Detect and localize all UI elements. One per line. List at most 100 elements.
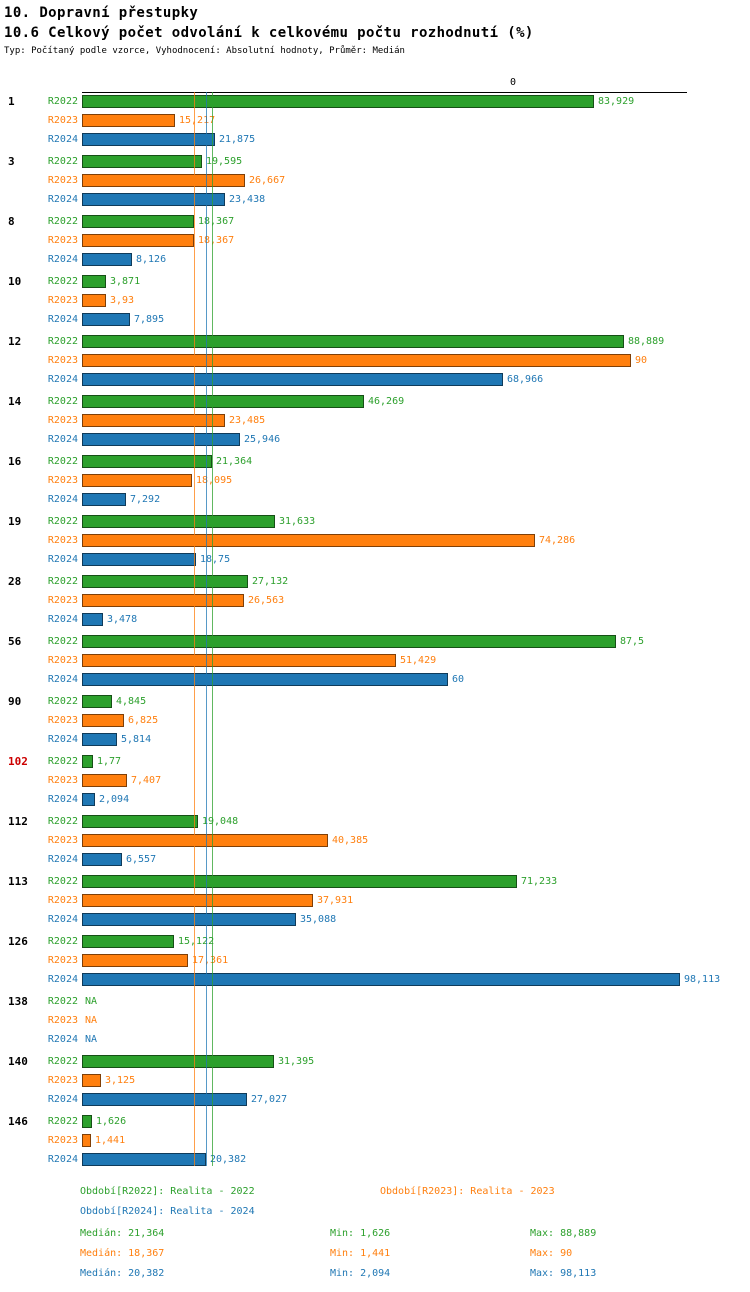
series-label-r2024: R2024 [47,314,78,325]
series-label-r2023: R2023 [47,1075,78,1086]
category-label-138: 138 [8,995,28,1008]
bar-r2024-cat-126 [82,973,680,986]
bar-r2024-cat-113 [82,913,296,926]
bar-r2023-cat-1 [82,114,175,127]
value-label-r2023-cat-56: 51,429 [400,655,437,666]
bar-r2023-cat-10 [82,294,106,307]
bar-r2023-cat-12 [82,354,631,367]
series-label-r2024: R2024 [47,134,78,145]
bar-r2022-cat-8 [82,215,194,228]
value-label-r2023-cat-138: NA [85,1015,98,1026]
chart-title: 10.6 Celkový počet odvolání k celkovému … [4,25,534,41]
bar-r2023-cat-3 [82,174,245,187]
bar-r2024-cat-1 [82,133,215,146]
series-label-r2024: R2024 [47,434,78,445]
value-label-r2022-cat-3: 19,595 [206,156,243,167]
bar-r2022-cat-112 [82,815,198,828]
series-label-r2023: R2023 [47,535,78,546]
bar-r2023-cat-126 [82,954,188,967]
bar-r2023-cat-113 [82,894,313,907]
category-label-14: 14 [8,395,22,408]
report-title: 10. Dopravní přestupky [4,5,199,21]
value-label-r2023-cat-14: 23,485 [229,415,266,426]
series-label-r2023: R2023 [47,895,78,906]
bar-r2022-cat-3 [82,155,202,168]
series-label-r2023: R2023 [47,1135,78,1146]
value-label-r2022-cat-19: 31,633 [279,516,316,527]
series-label-r2024: R2024 [47,1034,78,1045]
value-label-r2023-cat-126: 17,361 [192,955,229,966]
series-label-r2024: R2024 [47,194,78,205]
series-label-r2024: R2024 [47,974,78,985]
bar-r2022-cat-113 [82,875,517,888]
value-label-r2024-cat-146: 20,382 [210,1154,247,1165]
value-label-r2023-cat-8: 18,367 [198,235,235,246]
value-label-r2022-cat-16: 21,364 [216,456,253,467]
category-label-28: 28 [8,575,22,588]
series-label-r2024: R2024 [47,494,78,505]
stat-max-r2024: Max: 98,113 [530,1268,597,1279]
series-label-r2022: R2022 [47,696,78,707]
stat-min-r2023: Min: 1,441 [330,1248,391,1259]
series-label-r2023: R2023 [47,355,78,366]
category-label-56: 56 [8,635,22,648]
bar-r2022-cat-14 [82,395,364,408]
value-label-r2023-cat-112: 40,385 [332,835,369,846]
median-line-r2022 [212,92,213,1166]
bar-r2023-cat-16 [82,474,192,487]
category-label-12: 12 [8,335,22,348]
value-label-r2022-cat-12: 88,889 [628,336,665,347]
value-label-r2024-cat-112: 6,557 [126,854,157,865]
value-label-r2024-cat-56: 60 [452,674,465,685]
value-label-r2024-cat-14: 25,946 [244,434,281,445]
series-label-r2022: R2022 [47,216,78,227]
value-label-r2022-cat-28: 27,132 [252,576,289,587]
value-label-r2023-cat-1: 15,217 [179,115,216,126]
value-label-r2023-cat-90: 6,825 [128,715,159,726]
value-label-r2024-cat-90: 5,814 [121,734,152,745]
series-label-r2024: R2024 [47,1094,78,1105]
series-label-r2022: R2022 [47,516,78,527]
stat-max-r2022: Max: 88,889 [530,1228,597,1239]
series-label-r2023: R2023 [47,955,78,966]
value-label-r2024-cat-140: 27,027 [251,1094,288,1105]
value-label-r2024-cat-1: 21,875 [219,134,256,145]
stat-median-r2023: Medián: 18,367 [80,1248,165,1259]
bar-r2024-cat-10 [82,313,130,326]
value-label-r2022-cat-113: 71,233 [521,876,558,887]
value-label-r2022-cat-146: 1,626 [96,1116,127,1127]
value-label-r2024-cat-102: 2,094 [99,794,130,805]
series-label-r2023: R2023 [47,715,78,726]
series-label-r2022: R2022 [47,276,78,287]
series-label-r2023: R2023 [47,775,78,786]
bar-r2022-cat-19 [82,515,275,528]
category-label-3: 3 [8,155,15,168]
value-label-r2023-cat-113: 37,931 [317,895,354,906]
x-axis-line [82,92,687,93]
value-label-r2023-cat-3: 26,667 [249,175,286,186]
bar-r2022-cat-28 [82,575,248,588]
bar-r2023-cat-14 [82,414,225,427]
value-label-r2023-cat-146: 1,441 [95,1135,126,1146]
stat-median-r2022: Medián: 21,364 [80,1228,165,1239]
bar-r2024-cat-28 [82,613,103,626]
series-label-r2022: R2022 [47,1116,78,1127]
value-label-r2024-cat-138: NA [85,1034,98,1045]
bar-r2024-cat-56 [82,673,448,686]
series-label-r2022: R2022 [47,936,78,947]
bar-r2023-cat-8 [82,234,194,247]
series-label-r2024: R2024 [47,794,78,805]
series-label-r2022: R2022 [47,996,78,1007]
bar-r2023-cat-140 [82,1074,101,1087]
value-label-r2022-cat-138: NA [85,996,98,1007]
series-label-r2022: R2022 [47,816,78,827]
median-line-r2024 [206,92,207,1166]
bar-r2023-cat-112 [82,834,328,847]
series-label-r2022: R2022 [47,576,78,587]
bar-r2024-cat-140 [82,1093,247,1106]
bar-r2022-cat-1 [82,95,594,108]
bar-r2024-cat-112 [82,853,122,866]
series-label-r2022: R2022 [47,96,78,107]
bar-r2024-cat-12 [82,373,503,386]
value-label-r2024-cat-10: 7,895 [134,314,165,325]
